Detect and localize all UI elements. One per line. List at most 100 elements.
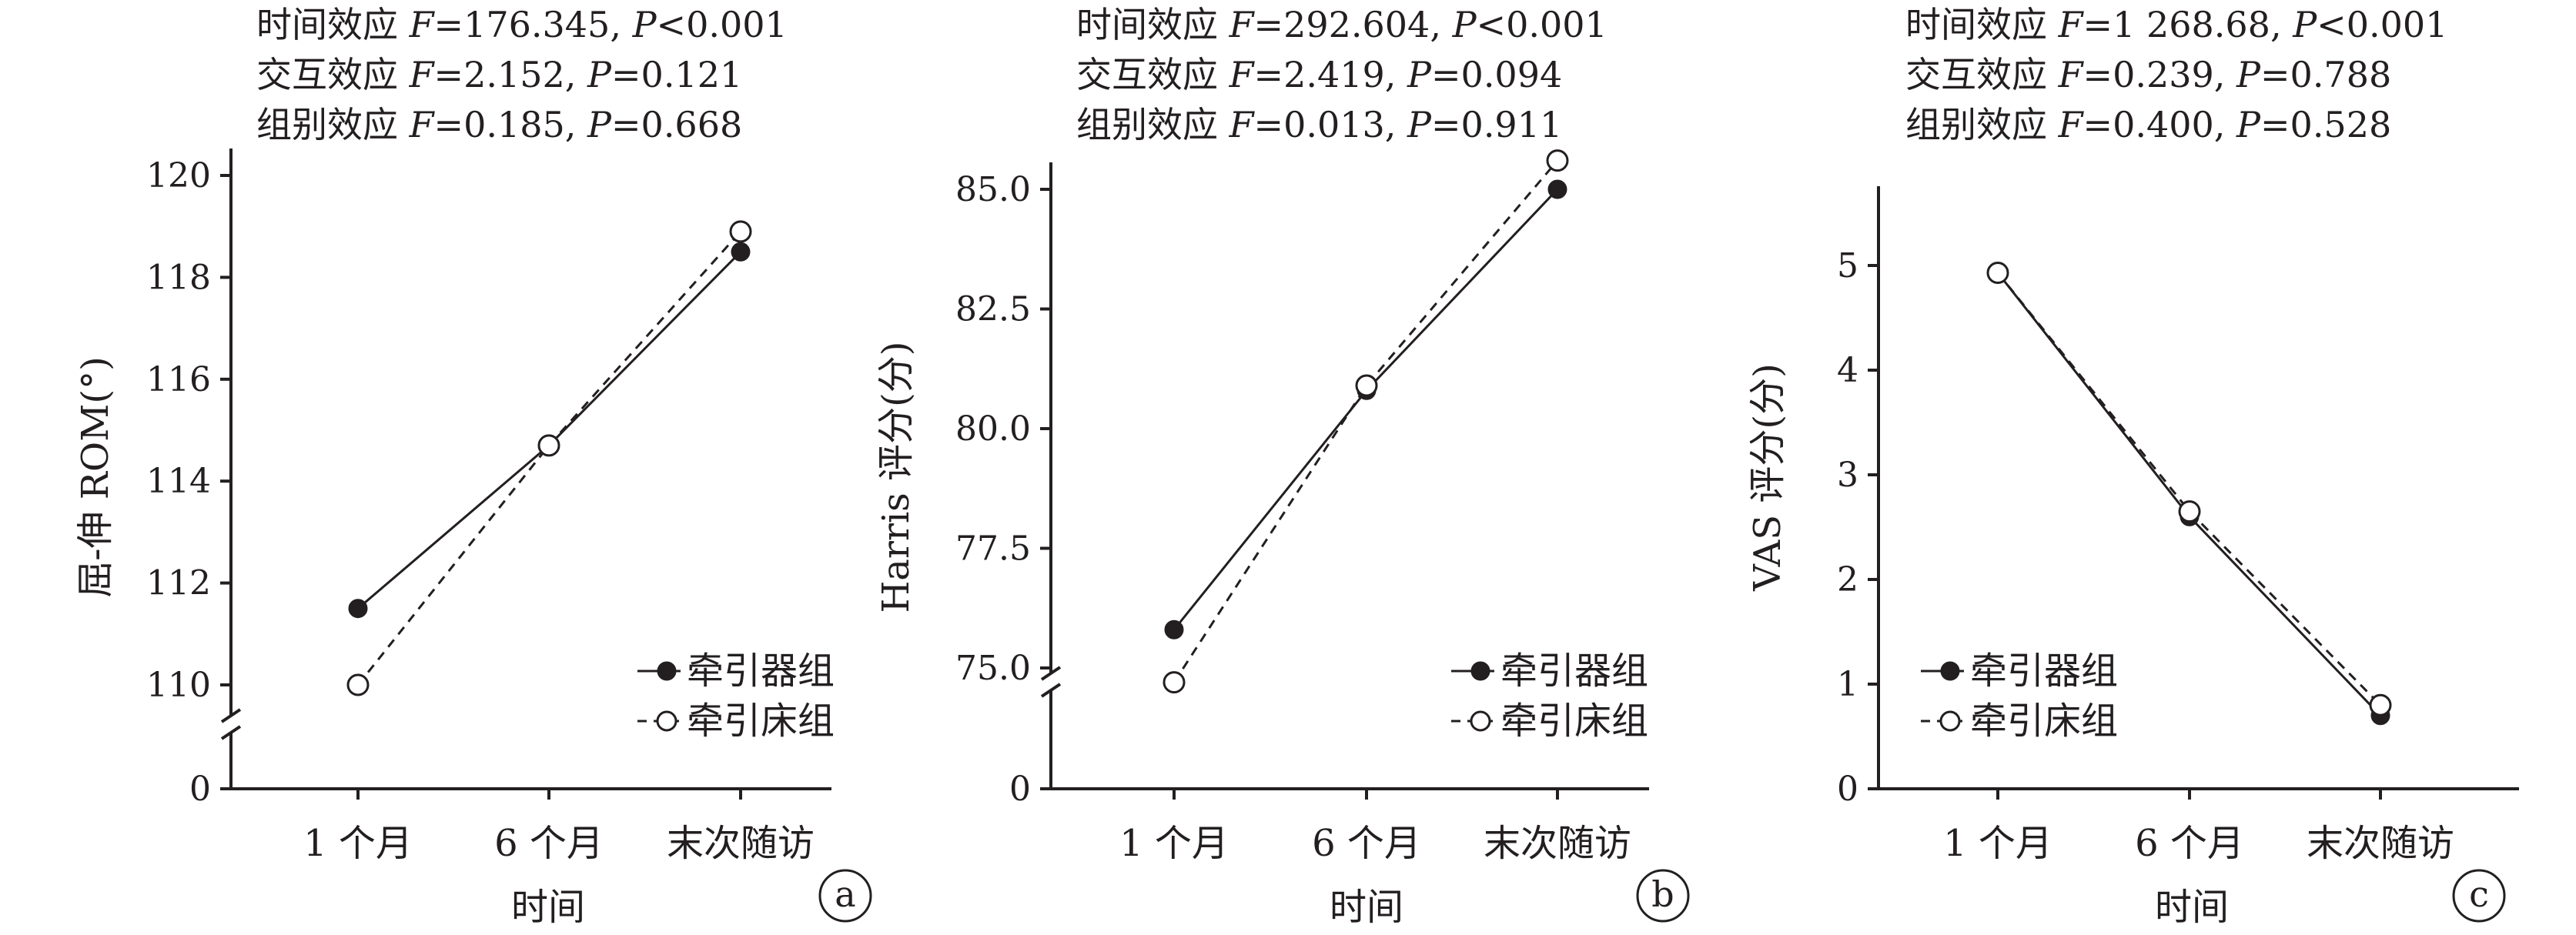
stat-p_rel: = xyxy=(1431,54,1461,95)
y-tick-label: 120 xyxy=(146,156,211,195)
stat-eq: = xyxy=(1254,4,1284,45)
stat-p-symbol: P xyxy=(2292,4,2317,45)
stat-f-symbol: F xyxy=(409,54,436,95)
x-tick-label: 末次随访 xyxy=(2307,822,2454,865)
stat-line: 组别效应 F=0.013, P=0.911 xyxy=(1076,104,1562,145)
x-tick-label: 末次随访 xyxy=(667,822,815,865)
y-tick-label: 85.0 xyxy=(955,170,1031,209)
stat-p_rel: = xyxy=(611,104,641,145)
stat-eq: = xyxy=(2083,104,2113,145)
stat-eq: = xyxy=(434,4,464,45)
axis-break-mark xyxy=(220,708,242,723)
stat-p_rel: < xyxy=(657,4,687,45)
y-tick-label: 110 xyxy=(146,666,211,705)
stat-p: 0.094 xyxy=(1461,54,1563,95)
panel-label: b xyxy=(1651,873,1674,915)
stat-p_rel: < xyxy=(2317,4,2347,45)
stat-label: 交互效应 xyxy=(1076,54,1229,95)
stat-label: 时间效应 xyxy=(256,4,410,45)
stat-f: 0.013 xyxy=(1283,104,1385,145)
legend-marker xyxy=(1470,710,1491,732)
stat-line: 时间效应 F=176.345, P<0.001 xyxy=(256,4,788,45)
data-point-series-1 xyxy=(1164,619,1184,639)
stat-sep: , xyxy=(1385,104,1407,145)
axis-break-mark xyxy=(1040,683,1062,698)
stat-p: 0.121 xyxy=(641,54,743,95)
stat-f: 2.152 xyxy=(463,54,565,95)
stat-f: 2.419 xyxy=(1283,54,1385,95)
stat-label: 组别效应 xyxy=(1076,104,1229,145)
stat-label: 交互效应 xyxy=(256,54,410,95)
data-point-series-2 xyxy=(1355,374,1378,397)
stat-line: 时间效应 F=292.604, P<0.001 xyxy=(1076,4,1607,45)
stat-f: 176.345 xyxy=(463,4,610,45)
y-tick-label: 77.5 xyxy=(955,529,1031,569)
stat-p: 0.528 xyxy=(2290,104,2392,145)
stat-f-symbol: F xyxy=(1229,54,1256,95)
stat-f: 292.604 xyxy=(1283,4,1430,45)
stat-eq: = xyxy=(2083,54,2113,95)
series-line-2 xyxy=(356,230,742,686)
y-tick-label: 114 xyxy=(146,462,211,501)
stat-eq: = xyxy=(2083,4,2113,45)
stat-line: 组别效应 F=0.400, P=0.528 xyxy=(1905,104,2391,145)
x-tick-label: 1 个月 xyxy=(1119,822,1229,865)
y-axis-title: 屈-伸 ROM(°) xyxy=(74,356,117,598)
y-tick-label: 80.0 xyxy=(955,409,1031,449)
series-line-1 xyxy=(357,251,742,609)
stat-sep: , xyxy=(2270,4,2293,45)
data-point-series-2 xyxy=(346,673,370,696)
stat-p_rel: = xyxy=(1431,104,1461,145)
stat-p: 0.668 xyxy=(641,104,743,145)
y-tick-label: 0 xyxy=(189,770,211,809)
y-tick-label: 0 xyxy=(1009,770,1031,809)
stat-p-symbol: P xyxy=(2236,54,2261,95)
stat-sep: , xyxy=(2214,54,2236,95)
stat-sep: , xyxy=(610,4,632,45)
stat-f: 1 268.68 xyxy=(2113,4,2270,45)
panel-label: a xyxy=(835,873,855,915)
stat-p_rel: = xyxy=(611,54,641,95)
stat-f-symbol: F xyxy=(409,104,436,145)
data-point-series-2 xyxy=(1163,671,1186,694)
y-tick-label: 4 xyxy=(1837,351,1858,390)
stat-f: 0.239 xyxy=(2113,54,2214,95)
panel-label-circle xyxy=(818,869,872,923)
axis-break-mark xyxy=(1040,666,1062,681)
stat-f-symbol: F xyxy=(2058,104,2085,145)
axis-break-mark xyxy=(220,725,242,740)
stat-p: 0.001 xyxy=(2347,4,2448,45)
stat-p: 0.001 xyxy=(1506,4,1607,45)
series-line-2 xyxy=(1173,159,1559,683)
x-tick-label: 末次随访 xyxy=(1484,822,1631,865)
stat-label: 组别效应 xyxy=(1905,104,2059,145)
stat-p_rel: < xyxy=(1477,4,1507,45)
stat-p_rel: = xyxy=(2260,54,2290,95)
panel-label: c xyxy=(2469,873,2489,915)
stat-label: 时间效应 xyxy=(1905,4,2059,45)
stat-p-symbol: P xyxy=(1407,54,1432,95)
stat-sep: , xyxy=(1430,4,1452,45)
stat-p-symbol: P xyxy=(1407,104,1432,145)
y-tick-label: 1 xyxy=(1837,665,1858,704)
x-tick-label: 1 个月 xyxy=(1943,822,2052,865)
y-tick-label: 75.0 xyxy=(955,649,1031,688)
stat-f-symbol: F xyxy=(409,4,436,45)
data-point-series-2 xyxy=(2369,693,2392,716)
stat-p: 0.001 xyxy=(686,4,788,45)
y-axis-title: VAS 评分(分) xyxy=(1746,363,1789,592)
x-axis-title: 时间 xyxy=(1330,886,1403,929)
legend-marker xyxy=(656,710,677,732)
x-tick-label: 6 个月 xyxy=(2135,822,2244,865)
y-tick-label: 116 xyxy=(146,360,211,399)
x-tick-label: 1 个月 xyxy=(303,822,413,865)
data-point-series-1 xyxy=(731,242,751,262)
stat-line: 交互效应 F=0.239, P=0.788 xyxy=(1905,54,2391,95)
stat-p-symbol: P xyxy=(587,54,612,95)
data-point-series-2 xyxy=(1986,262,2009,285)
y-tick-label: 2 xyxy=(1837,560,1858,599)
stat-label: 交互效应 xyxy=(1905,54,2059,95)
